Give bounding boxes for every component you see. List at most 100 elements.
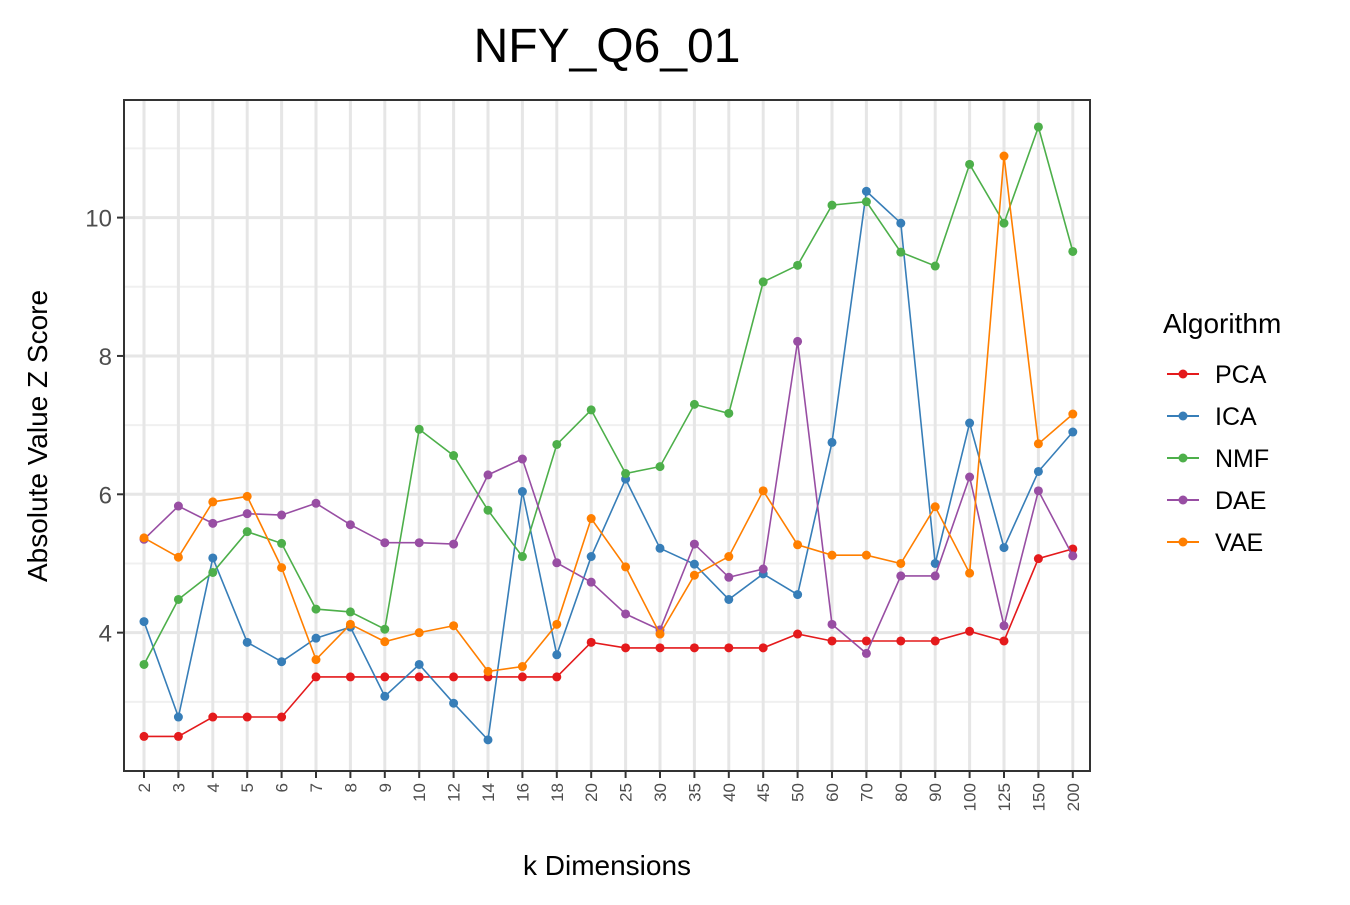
data-point xyxy=(277,538,287,548)
data-point xyxy=(724,552,734,562)
data-point xyxy=(827,437,837,447)
legend-label: DAE xyxy=(1215,487,1266,515)
data-point xyxy=(965,568,975,578)
data-point xyxy=(621,643,631,653)
series-line xyxy=(143,189,1074,742)
data-point xyxy=(1068,427,1078,437)
legend-title: Algorithm xyxy=(1163,308,1281,339)
data-point xyxy=(689,643,699,653)
data-point xyxy=(139,659,149,669)
data-point xyxy=(724,643,734,653)
data-point xyxy=(311,498,321,508)
plot-frame xyxy=(123,99,1091,772)
data-point xyxy=(242,491,252,501)
data-point xyxy=(999,151,1009,161)
data-point xyxy=(586,577,596,587)
x-tick-label: 7 xyxy=(307,783,326,792)
data-point xyxy=(793,590,803,600)
series-line xyxy=(143,341,1074,655)
data-point xyxy=(139,731,149,741)
data-point xyxy=(414,659,424,669)
data-point xyxy=(586,637,596,647)
data-point xyxy=(793,336,803,346)
data-point xyxy=(414,672,424,682)
x-axis-title: k Dimensions xyxy=(523,850,691,881)
legend-key-point xyxy=(1178,369,1188,379)
data-point xyxy=(930,502,940,512)
data-point xyxy=(896,571,906,581)
series-line xyxy=(143,155,1074,673)
data-point xyxy=(896,218,906,228)
data-point xyxy=(689,559,699,569)
data-point xyxy=(758,564,768,574)
data-point xyxy=(173,712,183,722)
data-point xyxy=(208,712,218,722)
data-point xyxy=(380,538,390,548)
x-tick-label: 30 xyxy=(651,783,670,802)
x-tick-label: 20 xyxy=(582,783,601,802)
x-tick-label: 80 xyxy=(892,783,911,802)
data-point xyxy=(380,624,390,634)
x-tick-label: 90 xyxy=(926,783,945,802)
series-line xyxy=(144,548,1074,738)
x-tick-label: 35 xyxy=(685,783,704,802)
data-point xyxy=(999,621,1009,631)
data-point xyxy=(173,594,183,604)
data-point xyxy=(277,712,287,722)
legend-key-point xyxy=(1178,453,1188,463)
data-point xyxy=(139,617,149,627)
data-point xyxy=(311,655,321,665)
data-point xyxy=(689,570,699,580)
y-tick-label: 10 xyxy=(85,206,112,233)
data-point xyxy=(552,650,562,660)
data-point xyxy=(965,626,975,636)
data-point xyxy=(793,540,803,550)
x-tick-label: 125 xyxy=(995,783,1014,811)
data-point xyxy=(277,657,287,667)
data-point xyxy=(449,451,459,461)
data-point xyxy=(311,672,321,682)
data-point xyxy=(414,424,424,434)
legend-label: ICA xyxy=(1215,403,1257,431)
x-tick-label: 6 xyxy=(273,783,292,792)
data-point xyxy=(586,514,596,524)
data-point xyxy=(208,567,218,577)
data-point xyxy=(277,510,287,520)
data-point xyxy=(758,277,768,287)
x-tick-label: 50 xyxy=(789,783,808,802)
data-point xyxy=(655,543,665,553)
x-tick-label: 200 xyxy=(1064,783,1083,811)
y-axis-title: Absolute Value Z Score xyxy=(22,290,53,582)
data-point xyxy=(724,572,734,582)
legend-label: VAE xyxy=(1215,529,1263,557)
data-point xyxy=(208,518,218,528)
data-point xyxy=(896,247,906,257)
series-ica xyxy=(139,186,1078,745)
data-point xyxy=(689,399,699,409)
series-pca xyxy=(139,544,1078,741)
data-point xyxy=(621,609,631,619)
x-tick-label: 45 xyxy=(754,783,773,802)
data-point xyxy=(999,218,1009,228)
data-point xyxy=(965,159,975,169)
data-point xyxy=(1068,409,1078,419)
data-point xyxy=(552,439,562,449)
x-tick-label: 12 xyxy=(445,783,464,802)
data-point xyxy=(758,486,768,496)
series-nmf xyxy=(139,122,1078,669)
data-point xyxy=(1033,439,1043,449)
data-point xyxy=(930,558,940,568)
data-point xyxy=(483,470,493,480)
data-point xyxy=(517,672,527,682)
data-point xyxy=(827,636,837,646)
data-point xyxy=(861,186,871,196)
data-point xyxy=(311,633,321,643)
data-point xyxy=(242,509,252,519)
series-vae xyxy=(139,151,1078,676)
data-point xyxy=(930,571,940,581)
data-point xyxy=(449,539,459,549)
grid xyxy=(124,100,1090,771)
data-point xyxy=(242,527,252,537)
